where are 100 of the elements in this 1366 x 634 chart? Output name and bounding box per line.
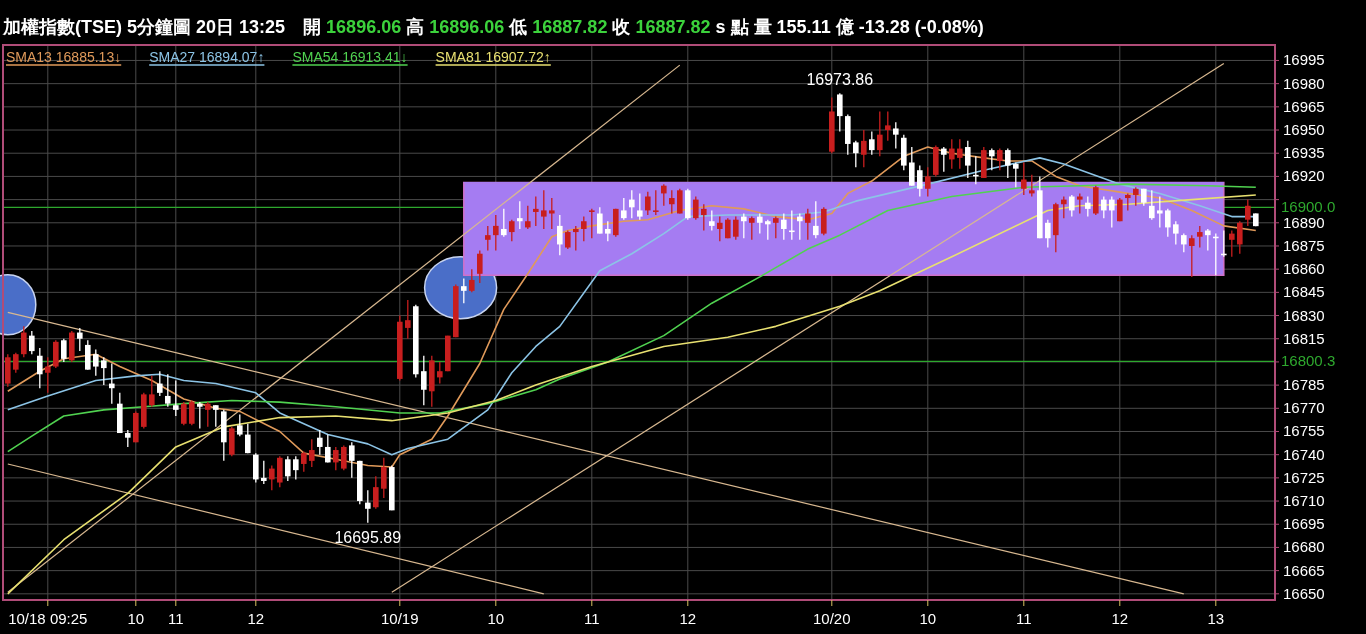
candlestick — [765, 219, 771, 241]
candlestick — [893, 121, 899, 150]
candlestick — [517, 200, 523, 230]
candlestick — [629, 189, 635, 219]
candlestick — [549, 197, 555, 230]
annotation: 16973.86 — [806, 71, 874, 89]
candlestick — [1237, 220, 1243, 255]
candlestick — [261, 460, 267, 485]
candlestick — [869, 130, 875, 156]
candlestick — [837, 92, 843, 133]
x-tick-label: 11 — [1016, 610, 1032, 627]
candlestick — [29, 330, 35, 355]
candlestick — [957, 138, 963, 170]
candlestick — [165, 373, 171, 408]
candlestick — [13, 352, 19, 374]
x-tick-label: 10 — [919, 610, 937, 627]
candlestick — [45, 356, 51, 394]
candlestick — [1173, 220, 1179, 246]
candlestick — [77, 327, 83, 352]
candlestick — [541, 189, 547, 230]
candlestick — [989, 147, 995, 171]
candlestick — [877, 110, 883, 157]
candlestick — [1157, 195, 1163, 229]
candlestick — [1245, 198, 1251, 227]
candlestick — [93, 348, 99, 377]
candlestick — [149, 375, 155, 408]
candlestick — [757, 212, 763, 235]
candlestick — [781, 212, 787, 241]
candlestick — [61, 338, 67, 363]
y-tick-label: 16740 — [1283, 445, 1325, 463]
candlestick — [1069, 194, 1075, 218]
candlestick — [733, 215, 739, 241]
candlestick — [181, 401, 187, 426]
x-tick-label: 10/20 — [813, 610, 851, 627]
candlestick — [1013, 161, 1019, 188]
candlestick — [485, 225, 491, 252]
candlestick — [1229, 229, 1235, 258]
candlestick — [773, 215, 779, 239]
candlestick — [853, 140, 859, 168]
x-tick-label: 10 — [487, 610, 505, 627]
y-tick-label: 16710 — [1283, 492, 1325, 510]
candlestick — [237, 413, 243, 437]
candlestick — [597, 206, 603, 235]
candlestick — [333, 446, 339, 471]
candlestick — [909, 146, 915, 187]
candlestick — [437, 361, 443, 385]
y-tick-label: 16755 — [1283, 422, 1325, 440]
candlestick — [1165, 208, 1171, 238]
candlestick — [189, 399, 195, 426]
candlestick — [1197, 225, 1203, 249]
candlestick — [501, 208, 507, 238]
candlestick — [1085, 195, 1091, 218]
candlestick — [317, 429, 323, 456]
y-tick-label: 16920 — [1283, 167, 1325, 185]
candlestick — [285, 455, 291, 482]
y-tick-label: 16965 — [1283, 97, 1325, 115]
candlestick — [1005, 147, 1011, 179]
candlestick — [677, 188, 683, 215]
x-tick-label: 12 — [247, 610, 265, 627]
y-tick-label: 16695 — [1283, 515, 1325, 533]
candlestick — [949, 138, 955, 170]
candlestick — [557, 214, 563, 256]
x-tick-label: 11 — [584, 610, 600, 627]
candlestick — [173, 379, 179, 417]
y-tick-label: 16860 — [1283, 260, 1325, 278]
candlestick — [1133, 186, 1139, 207]
y-tick-label: 16815 — [1283, 329, 1325, 347]
text: SMA27 16894.07↑ — [149, 49, 265, 65]
text: SMA54 16913.41↓ — [292, 49, 408, 65]
candlestick — [109, 362, 115, 405]
chart-title: 加權指數(TSE) 5分鐘圖 20日 13:25 — [2, 17, 286, 37]
candlestick — [805, 208, 811, 241]
candlestick — [813, 200, 819, 239]
candlestick — [461, 277, 467, 304]
candlestick — [341, 444, 347, 471]
y-tick-label: 16680 — [1283, 538, 1325, 556]
candlestick — [405, 299, 411, 340]
candlestick — [309, 438, 315, 468]
y-tick-label: 16770 — [1283, 399, 1325, 417]
candlestick — [477, 249, 483, 284]
candlestick — [525, 205, 531, 230]
candlestick — [565, 229, 571, 250]
x-tick-label: 10/19 — [381, 610, 419, 627]
candlestick — [581, 215, 587, 242]
candlestick — [365, 489, 371, 524]
candlestick — [381, 457, 387, 499]
x-tick-label: 12 — [1111, 610, 1129, 627]
y-tick-label: 16995 — [1283, 51, 1325, 69]
y-tick-label: 16845 — [1283, 283, 1325, 301]
candlestick — [573, 225, 579, 252]
candlestick — [589, 208, 595, 239]
candlestick — [1109, 195, 1115, 229]
candlestick — [21, 325, 27, 358]
candlestick — [1045, 219, 1051, 249]
candlestick — [245, 423, 251, 454]
annotation: 16695.89 — [334, 528, 402, 546]
candlestick — [1029, 174, 1035, 198]
x-tick-label: 10/18 09:25 — [8, 610, 88, 627]
text: SMA81 16907.72↑ — [435, 49, 551, 65]
y-tick-label: 16890 — [1283, 213, 1325, 231]
